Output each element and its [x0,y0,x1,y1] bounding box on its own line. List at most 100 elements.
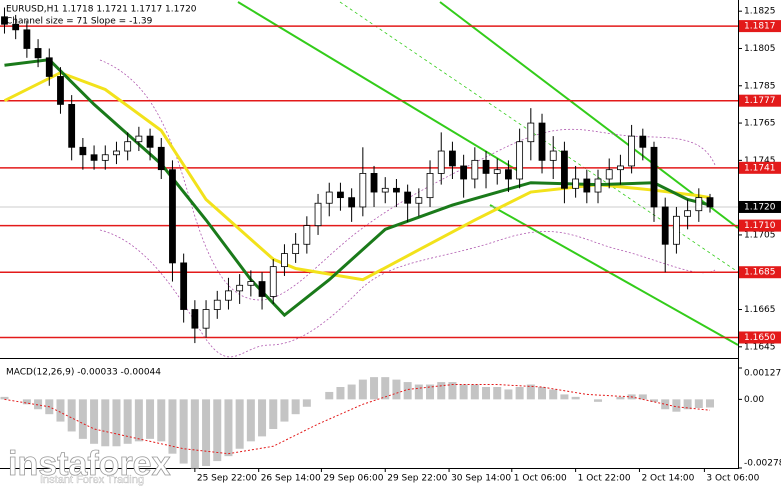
watermark-tagline: Instant Forex Trading [40,474,144,486]
candle-body [516,141,524,180]
macd-bar [235,399,244,449]
level-label: 1.1741 [744,163,776,173]
macd-bar [0,396,9,400]
candle-body [169,169,176,264]
macd-bar [650,399,659,402]
channel-line [237,1,521,173]
macd-bar [246,399,255,442]
macd-bar [112,399,121,447]
candle-body [583,178,591,193]
macd-bar [426,384,435,400]
candle-body [68,104,76,148]
y-tick-label: 0.00127 [744,369,781,379]
macd-bar [683,399,692,410]
candle-body [449,150,456,167]
channel-line [489,204,739,346]
macd-bar [258,399,267,437]
candle-body [471,159,479,180]
macd-bar [302,399,311,407]
x-tick-label: 1 Oct 22:00 [578,474,631,484]
candle-body [460,165,468,180]
candle-body [337,191,344,199]
x-tick-label: 1 Oct 06:00 [514,474,567,484]
macd-bar [146,399,155,439]
candle-body [650,146,658,208]
y-tick-label: 1.1645 [744,342,776,352]
y-tick-label: 1.1745 [744,156,776,166]
macd-bar [392,379,401,400]
candle-body [605,169,613,180]
macd-bar [414,384,423,400]
macd-bar [168,399,177,454]
candle-body [34,48,42,59]
macd-bar [560,394,569,400]
candle-body [527,122,535,143]
macd-bar [325,391,334,400]
macd-bar [459,384,468,400]
x-tick-label: 29 Sep 22:00 [387,474,447,484]
candle-body [493,169,501,174]
x-tick-label: 25 Sep 22:00 [197,474,257,484]
macd-bar [482,387,491,400]
macd-bar [538,387,547,400]
candle-body [684,210,692,217]
candle-body [314,202,322,227]
envelope [99,229,716,358]
candle-body [639,135,647,148]
macd-bar [347,384,356,400]
chart-subtitle: Channel size = 71 Slope = -1.39 [6,17,153,27]
watermark: instaforex [8,445,171,483]
candle-body [628,135,636,167]
candle-body [706,197,714,208]
macd-bar [370,377,379,400]
macd-bar [448,382,457,400]
candle-body [393,187,400,193]
candle-body [426,173,434,199]
level-label-box [739,331,781,344]
macd-bar [381,377,390,400]
macd-bar [78,399,87,439]
channel-line [439,1,739,229]
candle-body [359,173,367,208]
macd-bar [134,399,143,442]
moving-average [4,58,711,318]
macd-bar [224,399,233,457]
candle-body [695,197,703,212]
macd-bar [493,387,502,400]
x-tick-label: 30 Sep 14:00 [451,474,511,484]
level-label: 1.1710 [744,221,776,231]
macd-bar [56,399,65,422]
current-price-label: 1.1720 [744,202,776,212]
macd-bar [403,382,412,400]
candle-body [381,187,389,193]
y-tick-label: 0.00 [744,395,764,405]
macd-bar [280,399,289,422]
candle-body [90,154,98,161]
macd-bar [34,399,43,410]
level-label: 1.1817 [744,22,776,32]
macd-bar [22,399,31,405]
candle-body [549,150,557,161]
candle-body [661,206,669,245]
macd-bar [672,399,681,412]
candle-body [594,178,602,193]
x-tick-label: 3 Oct 06:00 [706,474,759,484]
macd-bar [504,389,513,400]
macd-title: MACD(12,26,9) -0.00033 -0.00044 [6,368,161,378]
level-label-box [739,161,781,174]
candle-body [79,146,87,156]
current-price-box [739,200,781,213]
candle-body [180,262,188,310]
macd-bar [101,399,110,447]
candle-body [538,122,546,161]
level-label-box [739,94,781,107]
y-tick-label: 1.1705 [744,230,776,240]
candle-body [437,150,445,174]
candle-body [225,290,232,301]
candle-body [617,165,624,171]
macd-bar [638,394,647,400]
candle-body [303,225,311,245]
candle-body [505,169,512,180]
candle-body [113,150,120,156]
